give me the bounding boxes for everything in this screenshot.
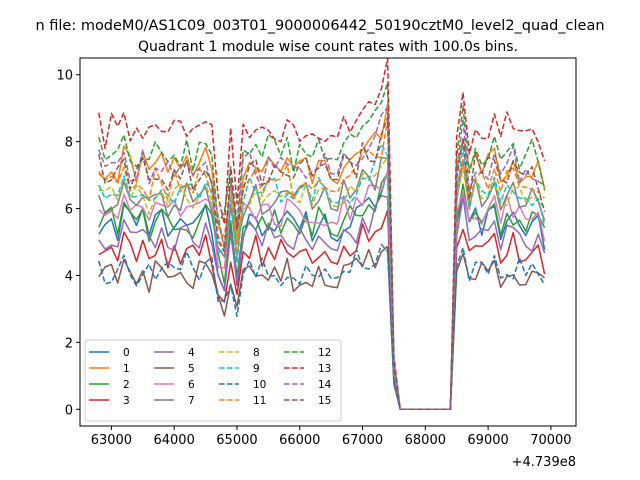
legend-label-6: 6: [188, 379, 195, 391]
x-tick-label: 70000: [530, 433, 571, 448]
y-tick-label: 2: [65, 336, 73, 351]
x-tick-label: 67000: [342, 433, 383, 448]
legend-label-13: 13: [318, 363, 331, 375]
series-3-line: [98, 209, 546, 411]
y-tick-label: 0: [65, 403, 73, 418]
legend-label-11: 11: [253, 395, 266, 407]
series-15-line: [98, 116, 546, 411]
series-14-line: [98, 106, 546, 411]
legend-label-14: 14: [318, 379, 332, 391]
legend-label-8: 8: [253, 347, 260, 359]
legend-label-0: 0: [123, 347, 130, 359]
legend-label-9: 9: [253, 363, 260, 375]
legend-label-2: 2: [123, 379, 130, 391]
series-13-line: [98, 57, 546, 411]
legend-label-15: 15: [318, 395, 331, 407]
series-10-line: [98, 243, 546, 411]
series-12-line: [98, 82, 546, 411]
series-8-line: [98, 156, 546, 411]
legend-label-12: 12: [318, 347, 331, 359]
legend-label-4: 4: [188, 347, 195, 359]
legend-label-7: 7: [188, 395, 195, 407]
y-tick-label: 4: [65, 269, 73, 284]
legend-label-5: 5: [188, 363, 195, 375]
y-tick-label: 10: [56, 69, 73, 84]
legend-label-3: 3: [123, 395, 130, 407]
series-5-line: [98, 245, 546, 411]
axis-ticks: 63000 64000 65000 66000 67000 68000 69000 70000…: [56, 69, 571, 448]
series-4-line: [98, 194, 546, 411]
legend-frame: [84, 339, 342, 422]
x-tick-label: 65000: [216, 433, 257, 448]
legend-label-1: 1: [123, 363, 130, 375]
x-tick-label: 69000: [467, 433, 508, 448]
x-tick-label: 64000: [153, 433, 194, 448]
series-11-line: [98, 118, 546, 411]
chart-title: Quadrant 1 module wise count rates with …: [138, 39, 518, 55]
x-tick-label: 68000: [405, 433, 446, 448]
x-tick-label: 66000: [279, 433, 320, 448]
plot-area: [98, 57, 546, 411]
y-tick-label: 6: [65, 203, 73, 218]
x-tick-label: 63000: [91, 433, 132, 448]
axes-frame: [79, 57, 577, 427]
legend-label-10: 10: [253, 379, 266, 391]
series-2-line: [98, 172, 546, 411]
y-tick-label: 8: [65, 136, 73, 151]
figure-suptitle: n file: modeM0/AS1C09_003T01_9000006442_…: [35, 18, 604, 34]
x-axis-offset-label: +4.739e8: [512, 455, 576, 470]
